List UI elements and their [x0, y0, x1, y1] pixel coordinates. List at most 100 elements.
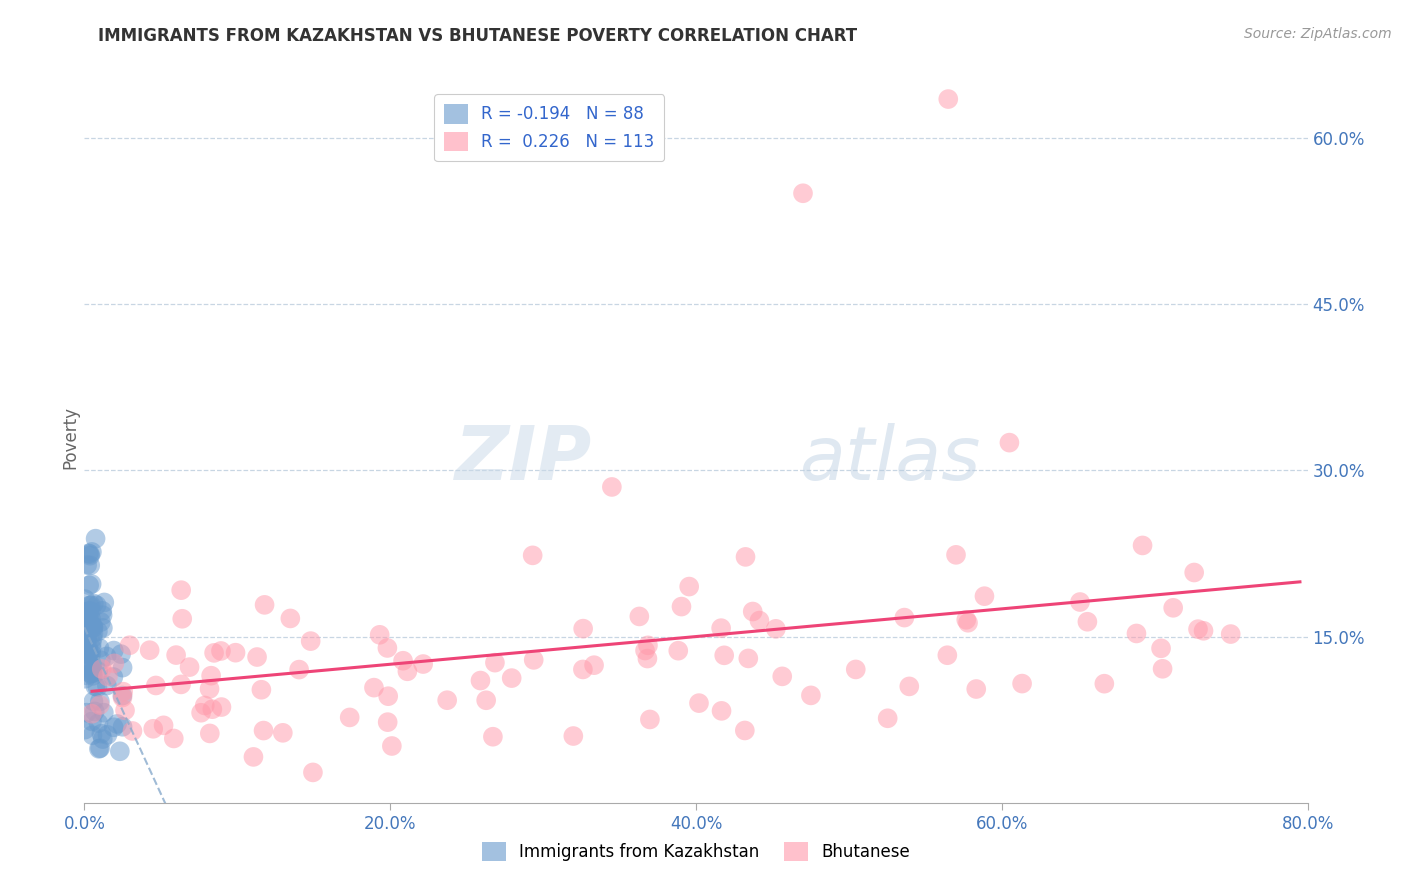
Point	[377, 689, 399, 703]
Point	[936, 648, 959, 663]
Point	[79, 558, 101, 573]
Point	[211, 700, 233, 714]
Point	[80, 641, 103, 656]
Point	[82, 694, 104, 708]
Point	[82, 728, 104, 742]
Point	[710, 621, 733, 635]
Point	[172, 612, 194, 626]
Point	[377, 715, 399, 730]
Point	[392, 654, 415, 668]
Point	[678, 580, 700, 594]
Point	[1187, 622, 1209, 636]
Point	[1150, 641, 1173, 656]
Point	[1192, 624, 1215, 638]
Point	[250, 682, 273, 697]
Point	[75, 609, 97, 624]
Point	[121, 723, 143, 738]
Point	[734, 723, 756, 738]
Point	[253, 598, 276, 612]
Point	[76, 647, 98, 661]
Point	[111, 660, 134, 674]
Point	[666, 643, 689, 657]
Text: IMMIGRANTS FROM KAZAKHSTAN VS BHUTANESE POVERTY CORRELATION CHART: IMMIGRANTS FROM KAZAKHSTAN VS BHUTANESE …	[98, 27, 858, 45]
Point	[73, 643, 96, 657]
Point	[363, 681, 385, 695]
Point	[75, 672, 97, 686]
Point	[89, 694, 111, 708]
Point	[105, 717, 128, 731]
Point	[80, 604, 103, 618]
Point	[77, 622, 100, 636]
Point	[583, 658, 606, 673]
Point	[77, 604, 100, 618]
Point	[688, 696, 710, 710]
Point	[800, 689, 823, 703]
Point	[75, 652, 97, 666]
Point	[111, 720, 134, 734]
Point	[76, 558, 98, 572]
Point	[76, 706, 98, 720]
Point	[600, 480, 623, 494]
Point	[75, 637, 97, 651]
Point	[111, 689, 134, 703]
Point	[748, 614, 770, 628]
Point	[634, 643, 657, 657]
Point	[82, 621, 104, 635]
Point	[470, 673, 492, 688]
Point	[80, 598, 103, 612]
Point	[377, 640, 399, 655]
Point	[198, 681, 221, 696]
Point	[710, 704, 733, 718]
Point	[572, 622, 595, 636]
Point	[412, 657, 434, 671]
Point	[522, 549, 544, 563]
Point	[1076, 615, 1098, 629]
Point	[79, 547, 101, 561]
Point	[1069, 595, 1091, 609]
Point	[1092, 676, 1115, 690]
Point	[436, 693, 458, 707]
Point	[955, 613, 977, 627]
Point	[82, 661, 104, 675]
Point	[82, 669, 104, 683]
Point	[79, 648, 101, 663]
Point	[79, 549, 101, 563]
Point	[97, 669, 120, 683]
Point	[1011, 676, 1033, 690]
Point	[80, 647, 103, 661]
Text: atlas: atlas	[800, 423, 981, 495]
Point	[242, 750, 264, 764]
Point	[198, 726, 221, 740]
Point	[898, 680, 921, 694]
Point	[280, 611, 302, 625]
Point	[76, 632, 98, 647]
Point	[86, 680, 108, 694]
Point	[152, 718, 174, 732]
Point	[84, 679, 107, 693]
Point	[252, 723, 274, 738]
Point	[246, 650, 269, 665]
Point	[91, 732, 114, 747]
Point	[89, 741, 111, 756]
Point	[118, 638, 141, 652]
Point	[1219, 627, 1241, 641]
Point	[713, 648, 735, 663]
Point	[1161, 600, 1184, 615]
Point	[80, 545, 103, 559]
Legend: Immigrants from Kazakhstan, Bhutanese: Immigrants from Kazakhstan, Bhutanese	[475, 835, 917, 868]
Point	[83, 597, 105, 611]
Point	[82, 618, 104, 632]
Point	[1152, 662, 1174, 676]
Point	[936, 92, 959, 106]
Point	[73, 723, 96, 737]
Point	[973, 589, 995, 603]
Point	[80, 612, 103, 626]
Point	[628, 609, 651, 624]
Point	[112, 684, 135, 698]
Point	[142, 722, 165, 736]
Text: ZIP: ZIP	[454, 423, 592, 496]
Point	[80, 618, 103, 632]
Point	[637, 639, 659, 653]
Point	[103, 657, 125, 671]
Point	[111, 690, 134, 705]
